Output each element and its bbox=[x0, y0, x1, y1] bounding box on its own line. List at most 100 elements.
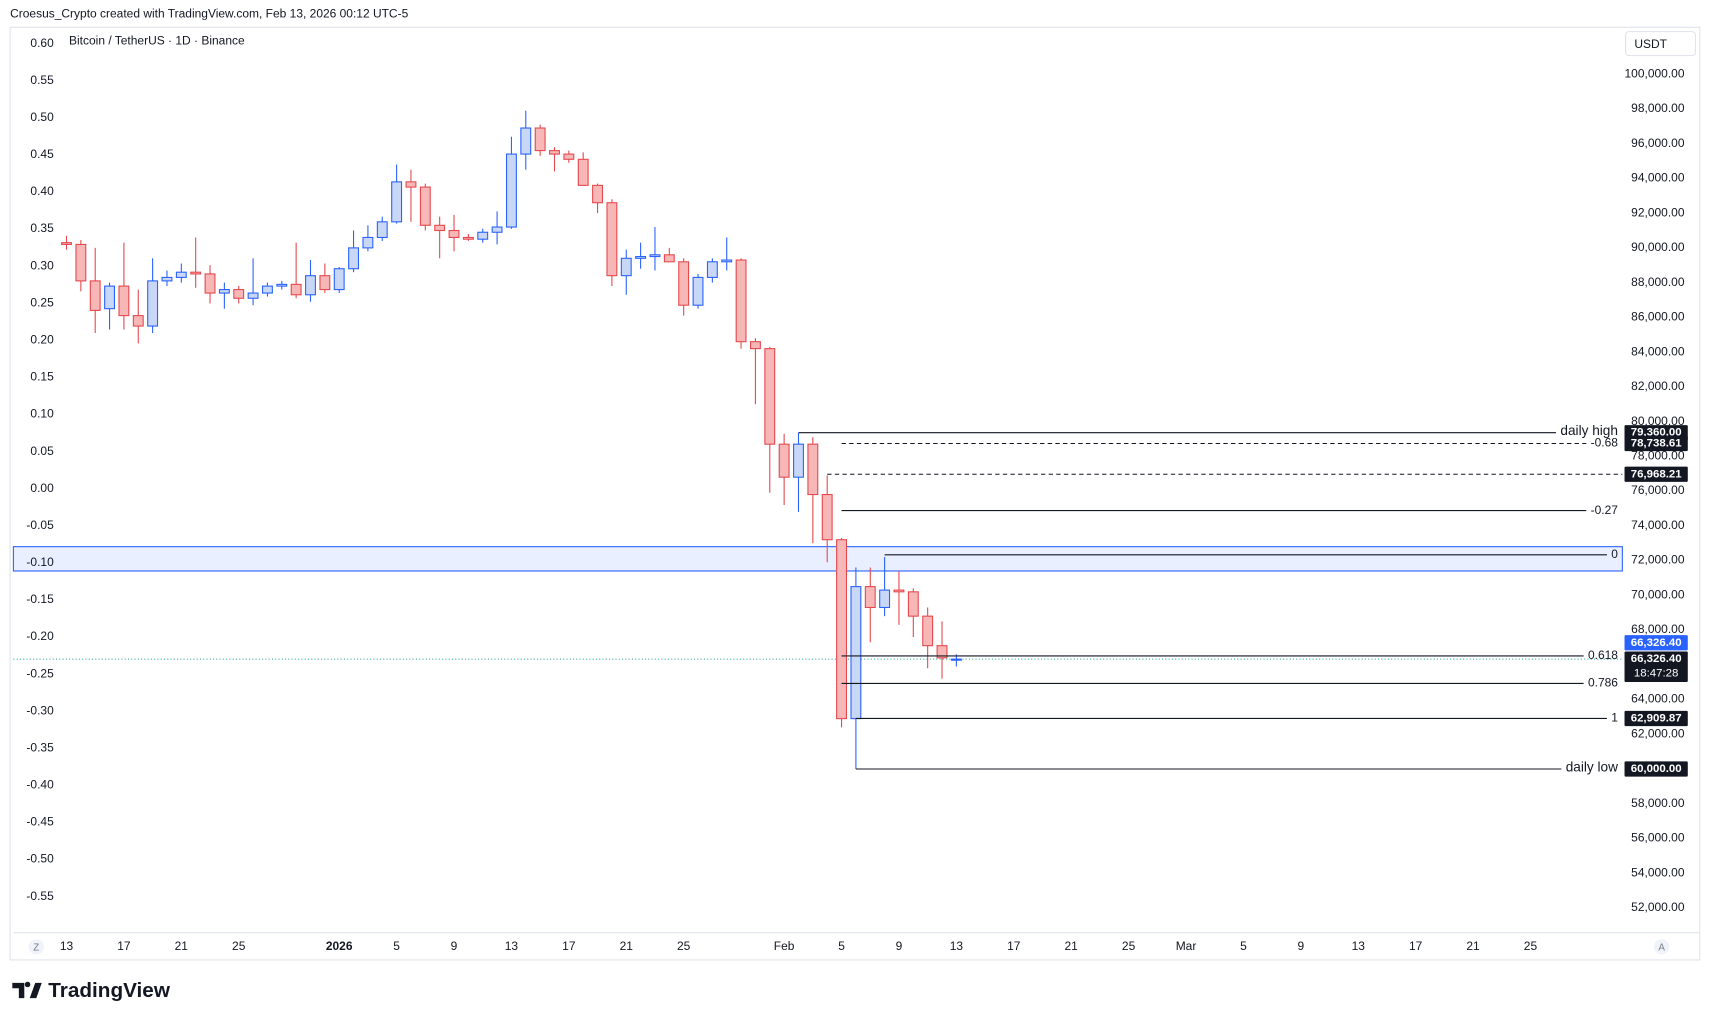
level-price-tag: 62,909.87 bbox=[1631, 712, 1682, 724]
x-tick-label: 13 bbox=[60, 939, 74, 953]
candle-body bbox=[477, 231, 489, 240]
y2-tick-label: 0.25 bbox=[30, 295, 54, 309]
candle-body bbox=[793, 443, 804, 478]
candle-body bbox=[419, 186, 431, 226]
last-price-tag-countdown: 18:47:28 bbox=[1634, 667, 1679, 679]
candle-body bbox=[879, 589, 891, 609]
candle-body bbox=[391, 181, 403, 223]
corner-right[interactable]: A bbox=[1658, 943, 1665, 954]
y-tick-label: 78,000.00 bbox=[1631, 449, 1685, 463]
y2-tick-label: 0.60 bbox=[30, 36, 54, 50]
candle-body bbox=[821, 494, 833, 541]
candle-body bbox=[735, 259, 747, 343]
y-tick-label: 58,000.00 bbox=[1631, 796, 1685, 810]
y2-tick-label: 0.20 bbox=[30, 332, 54, 346]
candle-body bbox=[61, 242, 72, 245]
candle-body bbox=[534, 127, 546, 152]
x-tick-label: 17 bbox=[1409, 939, 1423, 953]
x-tick-label: 13 bbox=[1352, 939, 1366, 953]
x-tick-label: 9 bbox=[451, 939, 458, 953]
candle-body bbox=[649, 254, 661, 258]
candle-body bbox=[491, 226, 503, 233]
candle-body bbox=[75, 243, 87, 282]
level-price-tag-bg bbox=[1624, 435, 1688, 452]
candle-body bbox=[721, 259, 733, 263]
y2-tick-label: 0.15 bbox=[30, 370, 54, 384]
y2-tick-label: 0.55 bbox=[30, 73, 54, 87]
y2-tick-label: 0.00 bbox=[30, 481, 54, 495]
candle-body bbox=[89, 280, 101, 311]
y2-tick-label: 0.40 bbox=[30, 184, 54, 198]
y-tick-label: 98,000.00 bbox=[1631, 101, 1685, 115]
y-tick-label: 64,000.00 bbox=[1631, 692, 1685, 706]
last-price-marker: 66,326.40 bbox=[1631, 637, 1682, 649]
y-tick-label: 88,000.00 bbox=[1631, 275, 1685, 289]
level-label: 0.786 bbox=[1588, 676, 1618, 690]
candle-body bbox=[261, 285, 273, 294]
y-tick-label: 56,000.00 bbox=[1631, 831, 1685, 845]
y-tick-label: 90,000.00 bbox=[1631, 240, 1685, 254]
y2-tick-label: -0.30 bbox=[26, 703, 54, 717]
currency-box[interactable] bbox=[1625, 31, 1696, 57]
zone bbox=[12, 546, 1623, 572]
currency[interactable]: USDT bbox=[1634, 37, 1667, 51]
y2-tick-label: -0.15 bbox=[26, 592, 54, 606]
y-tick-label: 94,000.00 bbox=[1631, 171, 1685, 185]
level-label: daily high bbox=[1560, 423, 1618, 438]
y2-tick-label: 0.50 bbox=[30, 110, 54, 124]
candle-body bbox=[678, 261, 690, 306]
y2-tick-label: -0.20 bbox=[26, 629, 54, 643]
level-price-tag-bg bbox=[1624, 761, 1688, 777]
y2-tick-label: -0.45 bbox=[26, 815, 54, 829]
brand-logo bbox=[12, 981, 42, 999]
last-price-tag-bg bbox=[1624, 651, 1688, 683]
candle-body bbox=[907, 591, 919, 617]
candle-body bbox=[563, 153, 575, 160]
candle-body bbox=[936, 645, 948, 659]
candle-body bbox=[204, 273, 216, 294]
candle-body bbox=[549, 150, 560, 155]
candle-body bbox=[749, 341, 761, 350]
candle-body bbox=[950, 658, 962, 661]
x-tick-label: 21 bbox=[620, 939, 634, 953]
level-price-tag: 79,360.00 bbox=[1631, 427, 1682, 439]
y2-tick-label: -0.40 bbox=[26, 778, 54, 792]
level-label: -0.27 bbox=[1591, 503, 1619, 517]
x-tick-label: 25 bbox=[1122, 939, 1136, 953]
candle-body bbox=[462, 236, 474, 240]
candle-body bbox=[850, 586, 862, 720]
x-tick-label: 13 bbox=[950, 939, 964, 953]
y-tick-label: 92,000.00 bbox=[1631, 205, 1685, 219]
candle-body bbox=[290, 283, 302, 296]
y-tick-label: 68,000.00 bbox=[1631, 622, 1685, 636]
y2-tick-label: 0.45 bbox=[30, 147, 54, 161]
y-tick-label: 76,000.00 bbox=[1631, 483, 1685, 497]
x-tick-label: 21 bbox=[175, 939, 189, 953]
candle-body bbox=[104, 285, 116, 310]
y-tick-label: 62,000.00 bbox=[1631, 726, 1685, 740]
candle-body bbox=[692, 276, 704, 306]
x-tick-label: 25 bbox=[677, 939, 691, 953]
candle-body bbox=[893, 589, 905, 593]
candle-body bbox=[218, 289, 230, 294]
level-label: 0.618 bbox=[1588, 648, 1618, 662]
y2-tick-label: -0.05 bbox=[26, 518, 54, 532]
y2-tick-label: -0.25 bbox=[26, 666, 54, 680]
y-tick-label: 72,000.00 bbox=[1631, 553, 1685, 567]
corner-button[interactable] bbox=[28, 939, 44, 955]
candle-body bbox=[362, 236, 374, 249]
candle-body bbox=[592, 184, 604, 204]
x-tick-label: 17 bbox=[1007, 939, 1021, 953]
candle-body bbox=[190, 271, 202, 275]
candle-body bbox=[864, 586, 876, 609]
candle-body bbox=[635, 256, 647, 259]
corner-button[interactable] bbox=[1653, 939, 1670, 955]
x-tick-label: 9 bbox=[896, 939, 903, 953]
candle-body bbox=[233, 289, 245, 299]
y2-tick-label: 0.10 bbox=[30, 407, 54, 421]
y-tick-label: 84,000.00 bbox=[1631, 344, 1685, 358]
candle-body bbox=[319, 275, 331, 291]
corner-left[interactable]: Z bbox=[33, 943, 39, 954]
